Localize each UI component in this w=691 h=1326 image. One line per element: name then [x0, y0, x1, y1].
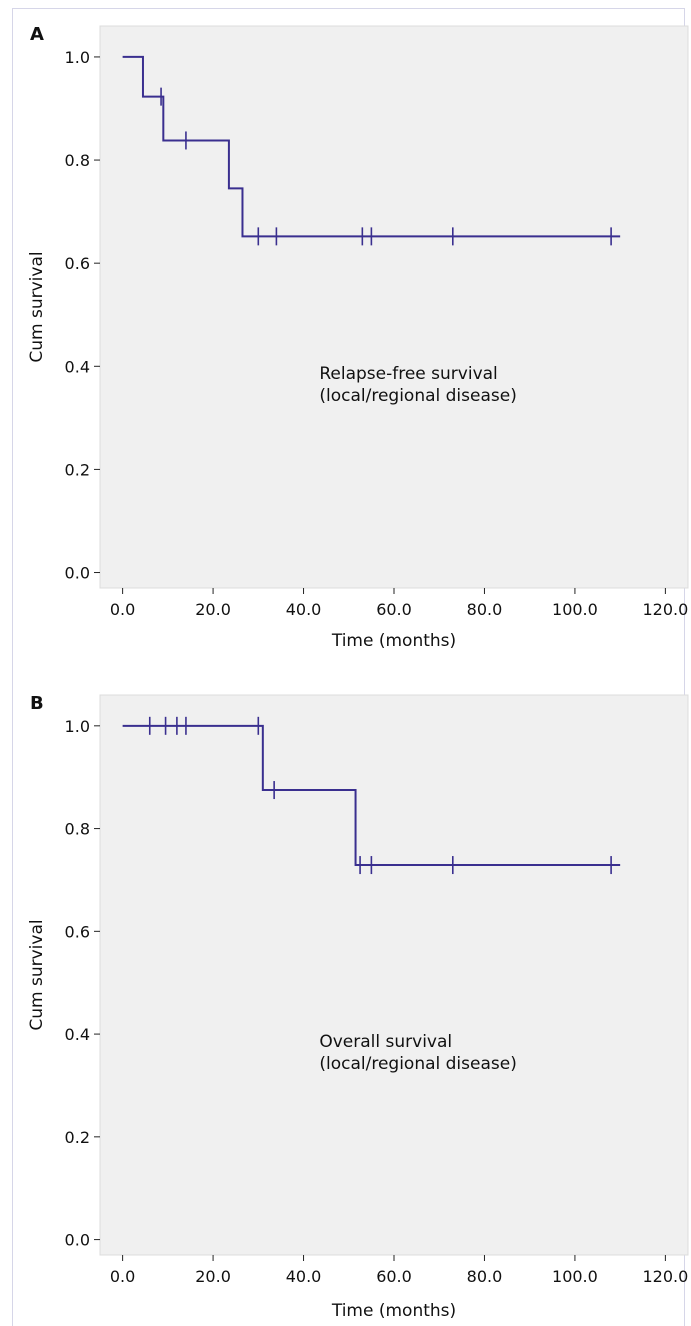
x-tick-label: 120.0 — [642, 1267, 688, 1286]
x-tick-label: 40.0 — [286, 600, 322, 619]
y-axis-label: Cum survival — [27, 919, 47, 1030]
y-tick-label: 0.8 — [65, 151, 90, 170]
y-tick-label: 0.0 — [65, 564, 90, 583]
y-tick-label: 1.0 — [65, 48, 90, 67]
figure-frame — [12, 8, 685, 1326]
y-tick-label: 0.2 — [65, 460, 90, 479]
y-tick-label: 0.4 — [65, 1025, 90, 1044]
panel-letter: B — [30, 693, 44, 714]
y-tick-label: 0.2 — [65, 1128, 90, 1147]
panel-b: B 0.0 0.2 0.4 0.6 0.8 1.0 0.0 20.0 40.0 60.0 80.0 10… — [27, 693, 689, 1321]
x-tick-label: 40.0 — [286, 1267, 322, 1286]
x-tick-label: 100.0 — [552, 600, 598, 619]
y-tick-label: 0.6 — [65, 254, 90, 273]
x-tick-label: 100.0 — [552, 1267, 598, 1286]
x-tick-label: 20.0 — [195, 600, 231, 619]
annotation-line-1: Overall survival — [319, 1032, 452, 1052]
survival-curve — [122, 55, 621, 238]
y-tick-label: 0.0 — [65, 1231, 90, 1250]
panel-a: A 0.0 0.2 0.4 0.6 0.8 1.0 0.0 20.0 40.0 60.0 80.0 10… — [27, 24, 689, 651]
plot-area — [99, 694, 689, 1256]
x-tick-label: 60.0 — [376, 1267, 412, 1286]
survival-curve — [122, 724, 621, 867]
x-tick-label: 0.0 — [110, 1267, 135, 1286]
panel-letter: A — [30, 24, 44, 45]
x-tick-label: 20.0 — [195, 1267, 231, 1286]
y-tick-label: 0.6 — [65, 922, 90, 941]
x-tick-label: 120.0 — [642, 600, 688, 619]
annotation-line-2: (local/regional disease) — [319, 1054, 516, 1074]
annotation-line-2: (local/regional disease) — [319, 386, 516, 406]
x-tick-label: 60.0 — [376, 600, 412, 619]
x-axis-label: Time (months) — [331, 631, 456, 651]
x-tick-label: 0.0 — [110, 600, 135, 619]
annotation-line-1: Relapse-free survival — [319, 364, 497, 384]
plot-area — [99, 25, 689, 589]
x-axis-label: Time (months) — [331, 1301, 456, 1321]
x-tick-label: 80.0 — [467, 1267, 503, 1286]
y-axis-label: Cum survival — [27, 251, 47, 362]
y-tick-label: 0.8 — [65, 820, 90, 839]
y-tick-label: 1.0 — [65, 717, 90, 736]
y-tick-label: 0.4 — [65, 357, 90, 376]
x-tick-label: 80.0 — [467, 600, 503, 619]
